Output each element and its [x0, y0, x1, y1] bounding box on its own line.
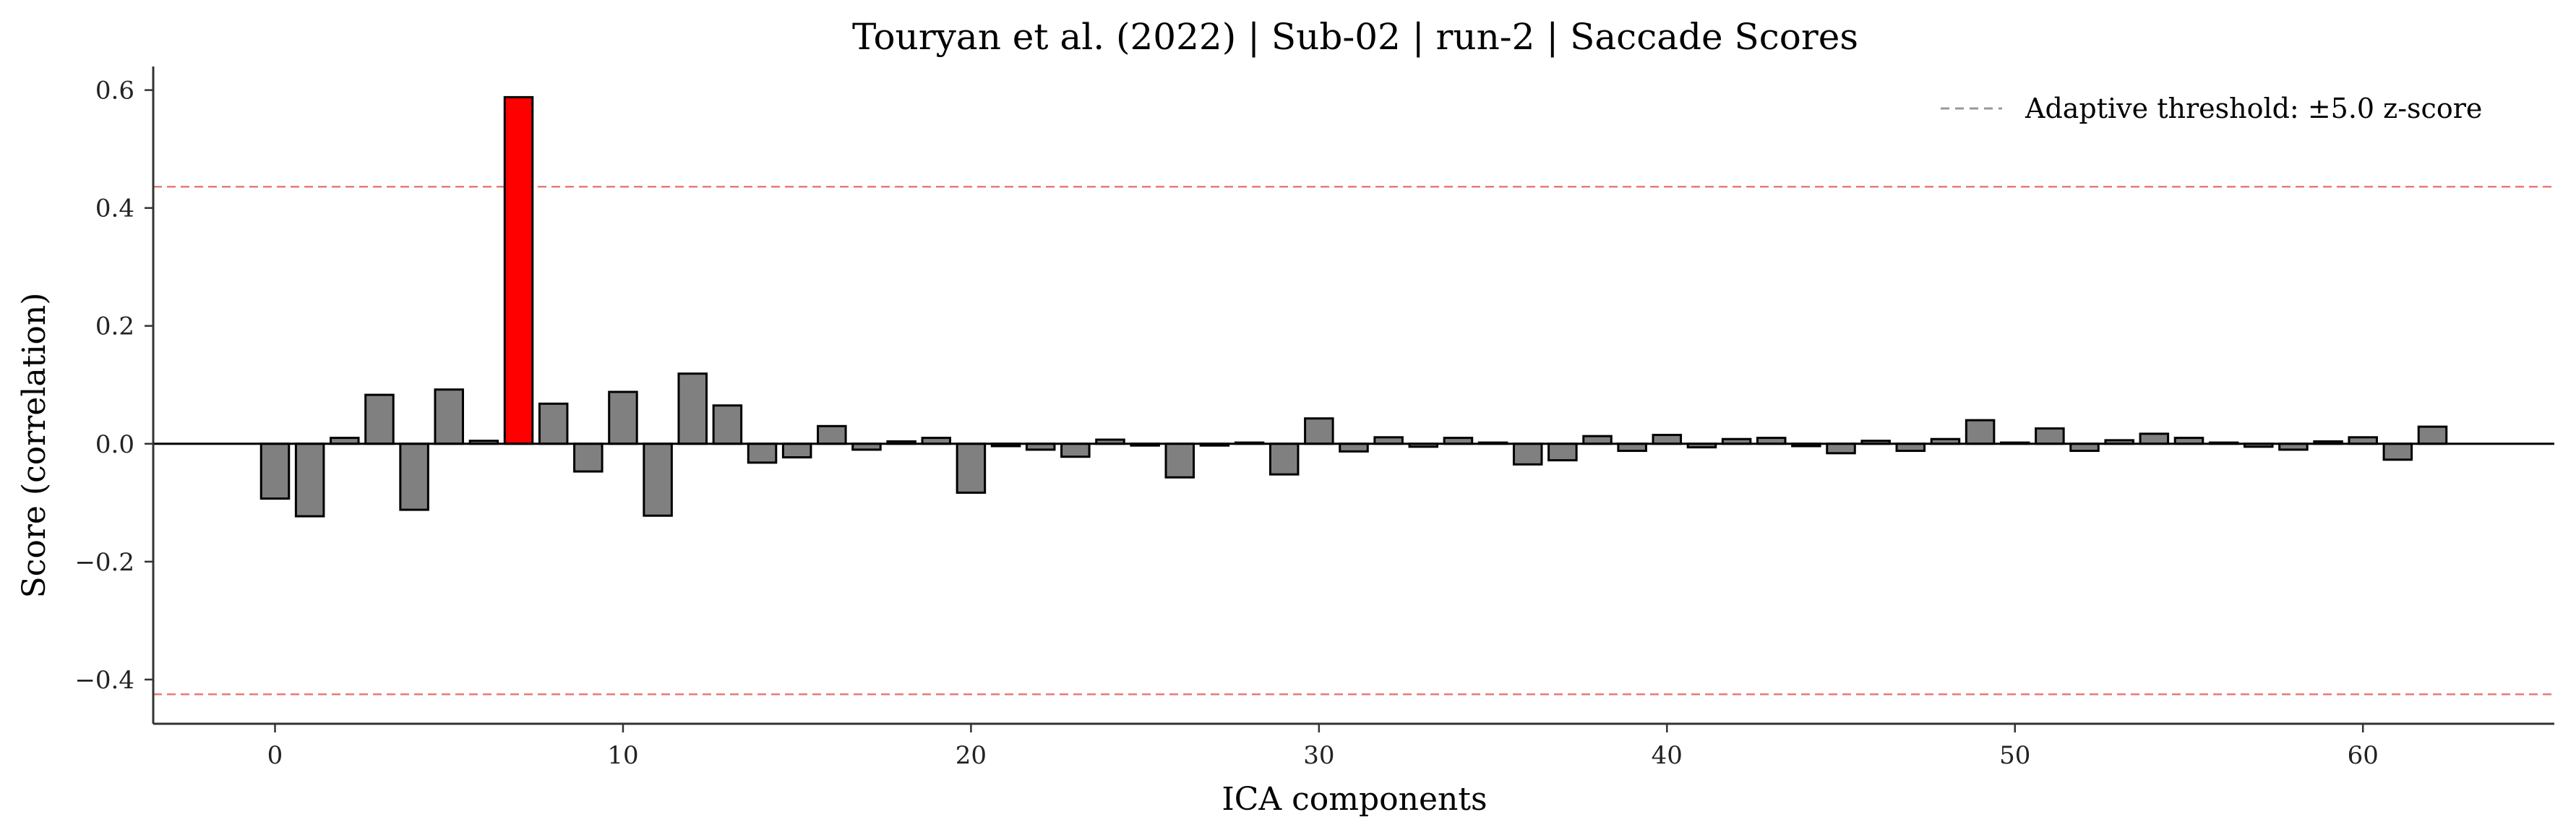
x-axis-label: ICA components — [1222, 781, 1487, 818]
chart-title: Touryan et al. (2022) | Sub-02 | run-2 |… — [852, 16, 1858, 58]
x-tick-label: 10 — [607, 741, 638, 770]
x-tick-label: 60 — [2348, 741, 2379, 770]
bar-component-1 — [294, 442, 325, 518]
x-tick-label: 50 — [1999, 741, 2030, 770]
bar-component-49 — [1965, 419, 1996, 445]
bar-component-12 — [677, 372, 708, 445]
x-tick-label: 20 — [956, 741, 987, 770]
bar-component-16 — [817, 424, 847, 445]
y-tick-label: 0.0 — [95, 430, 134, 459]
bar-component-5 — [434, 388, 464, 445]
bar-component-37 — [1547, 442, 1578, 462]
bar-component-31 — [1339, 442, 1369, 453]
bar-component-62 — [2417, 425, 2448, 445]
legend-label: Adaptive threshold: ±5.0 z-score — [2025, 93, 2482, 124]
y-tick-label: −0.4 — [74, 666, 134, 695]
bar-component-13 — [712, 404, 743, 445]
bar-component-23 — [1060, 442, 1091, 458]
y-tick-label: 0.6 — [95, 77, 134, 106]
bar-component-4 — [399, 442, 429, 511]
y-tick-label: −0.2 — [74, 548, 134, 577]
bar-component-10 — [608, 390, 638, 445]
bars — [153, 95, 2554, 518]
bar-component-54 — [2139, 432, 2170, 445]
bar-component-40 — [1652, 434, 1683, 445]
bar-component-26 — [1164, 442, 1195, 479]
bar-component-61 — [2382, 442, 2413, 461]
y-tick-label: 0.4 — [95, 194, 134, 223]
x-tick-label: 40 — [1652, 741, 1683, 770]
bar-component-14 — [747, 442, 778, 464]
bar-component-3 — [364, 393, 395, 445]
axes: 0 10 20 30 40 50 60 −0.4 −0.2 0.0 0.2 0.4 0.6 — [74, 67, 2554, 770]
bar-component-0 — [259, 442, 291, 500]
x-tick-label: 0 — [267, 741, 283, 770]
bar-component-20 — [956, 442, 987, 494]
bar-component-38 — [1582, 435, 1613, 445]
legend: Adaptive threshold: ±5.0 z-score — [1941, 93, 2482, 124]
bar-component-29 — [1268, 442, 1300, 476]
bar-component-45 — [1826, 442, 1856, 455]
bar-component-15 — [781, 442, 812, 459]
bar-component-8 — [538, 402, 569, 445]
y-tick-label: 0.2 — [95, 312, 134, 341]
bar-component-9 — [573, 442, 604, 473]
bar-component-51 — [2035, 427, 2065, 445]
y-axis-label: Score (correlation) — [16, 293, 53, 599]
bar-component-36 — [1512, 442, 1543, 466]
x-tick-label: 30 — [1303, 741, 1334, 770]
bar-highlighted-component-7 — [503, 95, 534, 445]
bar-component-11 — [643, 442, 673, 517]
threshold-lines — [153, 186, 2554, 696]
bar-component-30 — [1304, 417, 1334, 445]
